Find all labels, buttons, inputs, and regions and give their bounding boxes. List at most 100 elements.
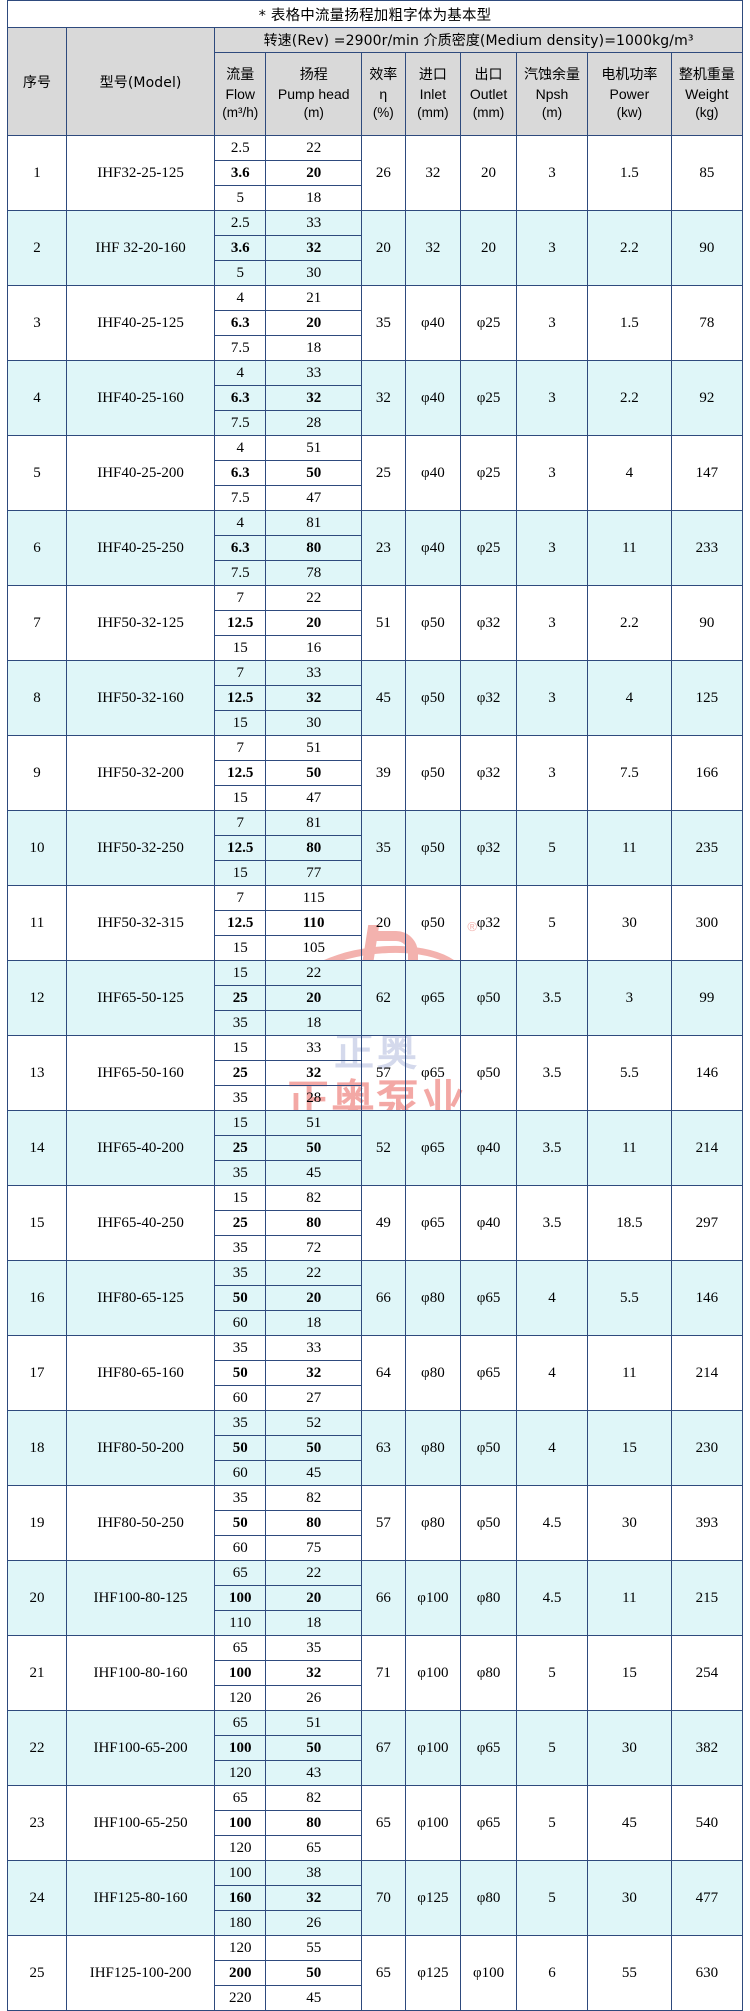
cell-flow: 35 50 60 bbox=[214, 1335, 267, 1411]
column-header-row: 流量 Flow (m³/h) 扬程 Pump head (m) 效率 η (%)… bbox=[8, 52, 744, 136]
cell-pump-head-value: 51 bbox=[266, 1111, 362, 1136]
cell-pump-head-value: 32 bbox=[266, 1061, 362, 1086]
cell-seq: 3 bbox=[6, 285, 68, 361]
cell-efficiency: 51 bbox=[361, 585, 406, 661]
cell-outlet: φ25 bbox=[460, 360, 517, 436]
cell-pump-head-value: 22 bbox=[266, 1261, 362, 1286]
cell-flow-value: 60 bbox=[232, 1465, 248, 1481]
cell-pump-head-value: 27 bbox=[306, 1390, 322, 1406]
cell-seq: 1 bbox=[6, 135, 68, 211]
cell-pump-head: 33 32 30 bbox=[265, 210, 363, 286]
cell-flow-value: 50 bbox=[215, 1361, 266, 1386]
cell-npsh: 5 bbox=[515, 1785, 589, 1861]
cell-flow-value: 6.3 bbox=[215, 386, 266, 411]
cell-flow-value: 35 bbox=[232, 1090, 248, 1106]
cell-outlet: φ50 bbox=[460, 1485, 517, 1561]
cell-power: 11 bbox=[587, 1335, 672, 1411]
cell-flow-value: 7 bbox=[215, 661, 266, 686]
cell-outlet: φ65 bbox=[460, 1335, 517, 1411]
cell-flow-value: 25 bbox=[215, 1136, 266, 1161]
cell-model: IHF125-80-160 bbox=[66, 1860, 216, 1936]
cell-npsh: 5 bbox=[515, 810, 589, 886]
cell-flow-value: 5 bbox=[236, 190, 244, 206]
cell-flow-value: 4 bbox=[215, 511, 266, 536]
table-row: 9 IHF50-32-200 7 12.5 15 51 50 47 39 φ50 φ32 3 7.5 16… bbox=[6, 735, 744, 811]
cell-flow-value: 35 bbox=[215, 1486, 266, 1511]
cell-pump-head-value: 50 bbox=[266, 1961, 362, 1986]
cell-efficiency: 67 bbox=[361, 1710, 406, 1786]
cell-flow-value: 100 bbox=[215, 1586, 266, 1611]
table-row: 8 IHF50-32-160 7 12.5 15 33 32 30 45 φ50 φ32 3 4 125 bbox=[6, 660, 744, 736]
cell-model: IHF100-80-160 bbox=[66, 1635, 216, 1711]
table-row: 22 IHF100-65-200 65 100 120 51 50 43 67 φ100 φ65 5 3… bbox=[6, 1710, 744, 1786]
cell-pump-head-value: 28 bbox=[306, 1090, 322, 1106]
cell-model: IHF 32-20-160 bbox=[66, 210, 216, 286]
cell-inlet: φ80 bbox=[404, 1485, 462, 1561]
cell-model: IHF80-65-125 bbox=[66, 1260, 216, 1336]
cell-flow-value: 60 bbox=[232, 1540, 248, 1556]
table-row: 24 IHF125-80-160 100 160 180 38 32 26 70 φ125 φ80 5… bbox=[6, 1860, 744, 1936]
cell-flow-value: 180 bbox=[228, 1915, 252, 1931]
cell-npsh: 3 bbox=[515, 660, 589, 736]
cell-power: 18.5 bbox=[587, 1185, 672, 1261]
cell-inlet: φ50 bbox=[404, 735, 462, 811]
cell-seq: 4 bbox=[6, 360, 68, 436]
cell-flow: 7 12.5 15 bbox=[214, 735, 267, 811]
cell-model: IHF100-65-250 bbox=[66, 1785, 216, 1861]
cell-seq: 25 bbox=[6, 1935, 68, 2011]
cell-pump-head-value: 65 bbox=[306, 1840, 322, 1856]
cell-inlet: φ65 bbox=[404, 1185, 462, 1261]
cell-inlet: φ80 bbox=[404, 1335, 462, 1411]
cell-outlet: φ50 bbox=[460, 960, 517, 1036]
cell-pump-head-value: 50 bbox=[266, 1436, 362, 1461]
cell-flow: 2.5 3.6 5 bbox=[214, 135, 267, 211]
cell-pump-head-value: 20 bbox=[266, 161, 362, 186]
cell-outlet: φ25 bbox=[460, 510, 517, 586]
cell-model: IHF65-40-250 bbox=[66, 1185, 216, 1261]
header-weight: 整机重量 Weight (kg) bbox=[670, 52, 744, 136]
cell-outlet: φ80 bbox=[460, 1635, 517, 1711]
cell-pump-head-value: 82 bbox=[266, 1786, 362, 1811]
header-power: 电机功率 Power (kw) bbox=[587, 52, 672, 136]
cell-npsh: 3 bbox=[515, 285, 589, 361]
cell-pump-head-value: 51 bbox=[266, 1711, 362, 1736]
header-model: 型号(Model) bbox=[66, 27, 216, 136]
cell-outlet: φ32 bbox=[460, 885, 517, 961]
cell-efficiency: 63 bbox=[361, 1410, 406, 1486]
cell-npsh: 4 bbox=[515, 1260, 589, 1336]
cell-efficiency: 57 bbox=[361, 1485, 406, 1561]
table-row: 12 IHF65-50-125 15 25 35 22 20 18 62 φ65 φ50 3.5 3 99 bbox=[6, 960, 744, 1036]
cell-inlet: φ65 bbox=[404, 1110, 462, 1186]
table-row: 21 IHF100-80-160 65 100 120 35 32 26 71 φ100 φ80 5 1… bbox=[6, 1635, 744, 1711]
cell-pump-head-value: 35 bbox=[266, 1636, 362, 1661]
cell-pump-head-value: 81 bbox=[266, 511, 362, 536]
cell-efficiency: 35 bbox=[361, 810, 406, 886]
cell-efficiency: 23 bbox=[361, 510, 406, 586]
cell-weight: 235 bbox=[670, 810, 744, 886]
cell-pump-head: 22 20 18 bbox=[265, 1260, 363, 1336]
cell-weight: 214 bbox=[670, 1335, 744, 1411]
cell-npsh: 3 bbox=[515, 210, 589, 286]
cell-pump-head: 33 32 28 bbox=[265, 360, 363, 436]
cell-flow-value: 4 bbox=[215, 361, 266, 386]
cell-efficiency: 26 bbox=[361, 135, 406, 211]
table-title-note: * 表格中流量扬程加粗字体为基本型 bbox=[7, 0, 743, 28]
cell-model: IHF65-50-125 bbox=[66, 960, 216, 1036]
cell-pump-head: 82 80 72 bbox=[265, 1185, 363, 1261]
cell-seq: 18 bbox=[6, 1410, 68, 1486]
cell-model: IHF125-100-200 bbox=[66, 1935, 216, 2011]
cell-flow-value: 120 bbox=[215, 1936, 266, 1961]
cell-pump-head-value: 32 bbox=[266, 236, 362, 261]
cell-seq: 2 bbox=[6, 210, 68, 286]
cell-outlet: φ100 bbox=[460, 1935, 517, 2011]
cell-seq: 23 bbox=[6, 1785, 68, 1861]
cell-npsh: 3 bbox=[515, 435, 589, 511]
cell-npsh: 3 bbox=[515, 735, 589, 811]
cell-efficiency: 57 bbox=[361, 1035, 406, 1111]
table-row: 5 IHF40-25-200 4 6.3 7.5 51 50 47 25 φ40 φ25 3 4 147 bbox=[6, 435, 744, 511]
cell-flow-value: 35 bbox=[232, 1240, 248, 1256]
cell-model: IHF80-50-200 bbox=[66, 1410, 216, 1486]
cell-pump-head: 52 50 45 bbox=[265, 1410, 363, 1486]
cell-pump-head-value: 32 bbox=[266, 686, 362, 711]
table-row: 14 IHF65-40-200 15 25 35 51 50 45 52 φ65 φ40 3.5 11 2… bbox=[6, 1110, 744, 1186]
